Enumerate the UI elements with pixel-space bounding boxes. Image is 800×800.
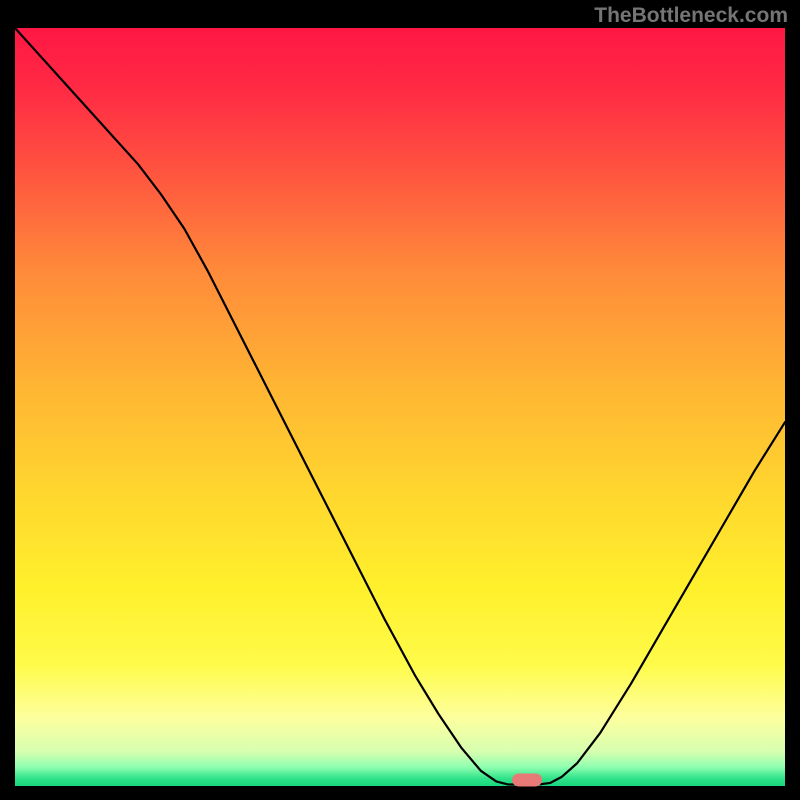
chart-background-gradient <box>15 28 785 786</box>
watermark-text: TheBottleneck.com <box>594 4 788 27</box>
bottleneck-chart: TheBottleneck.com <box>0 0 800 800</box>
chart-svg: TheBottleneck.com <box>0 0 800 800</box>
optimal-marker <box>512 773 542 786</box>
